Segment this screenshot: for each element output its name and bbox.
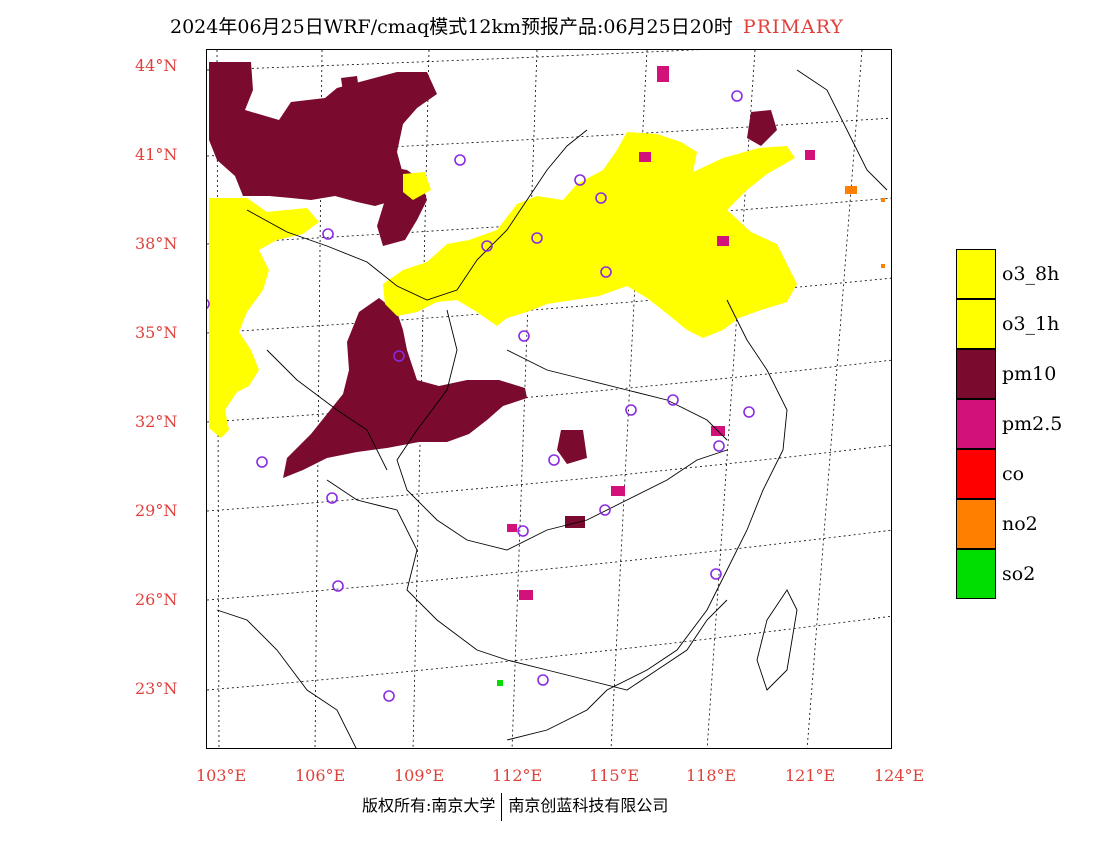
legend-swatch-co — [956, 449, 996, 499]
copyright-owner: 版权所有:南京大学 — [362, 796, 496, 815]
legend-label-co: co — [1002, 463, 1025, 485]
lon-label-112: 112°E — [492, 766, 543, 785]
o3-regions — [209, 132, 797, 438]
lat-label-41: 41°N — [135, 145, 178, 164]
lat-label-23: 23°N — [135, 679, 178, 698]
legend-swatch-pm10 — [956, 349, 996, 399]
title-main: 2024年06月25日WRF/cmaq模式12km预报产品:06月25日20时 — [170, 16, 733, 38]
lon-label-121: 121°E — [785, 766, 836, 785]
boundaries — [216, 69, 888, 748]
lat-label-29: 29°N — [135, 501, 178, 520]
legend-swatch-so2 — [956, 549, 996, 599]
legend-swatch-no2 — [956, 499, 996, 549]
lat-label-26: 26°N — [135, 590, 178, 609]
legend-swatch-o3-1h — [956, 299, 996, 349]
legend-label-no2: no2 — [1002, 513, 1038, 535]
title-primary-tag: PRIMARY — [742, 16, 844, 38]
map-canvas — [207, 50, 891, 748]
legend-swatch-pm25 — [956, 399, 996, 449]
forecast-map[interactable] — [206, 49, 892, 749]
lat-label-35: 35°N — [135, 323, 178, 342]
legend-swatch-o3-8h — [956, 249, 996, 299]
lon-label-115: 115°E — [589, 766, 640, 785]
legend-label-o3-1h: o3_1h — [1002, 313, 1060, 335]
footer-separator — [501, 792, 503, 821]
legend-label-so2: so2 — [1002, 563, 1036, 585]
copyright-company: 南京创蓝科技有限公司 — [508, 796, 669, 815]
lat-label-32: 32°N — [135, 412, 178, 431]
legend-label-o3-8h: o3_8h — [1002, 263, 1060, 285]
misc-dots — [497, 186, 885, 686]
lat-label-44: 44°N — [135, 56, 178, 75]
stations — [207, 90, 755, 702]
lat-label-38: 38°N — [135, 234, 178, 253]
lon-label-103: 103°E — [196, 766, 247, 785]
legend-label-pm25: pm2.5 — [1002, 413, 1063, 435]
legend-label-pm10: pm10 — [1002, 363, 1057, 385]
copyright-footer: 版权所有:南京大学 南京创蓝科技有限公司 — [362, 792, 668, 821]
map-title: 2024年06月25日WRF/cmaq模式12km预报产品:06月25日20时 P… — [170, 12, 844, 39]
lon-label-109: 109°E — [394, 766, 445, 785]
lon-label-124: 124°E — [874, 766, 925, 785]
lon-label-106: 106°E — [295, 766, 346, 785]
lon-label-118: 118°E — [686, 766, 737, 785]
